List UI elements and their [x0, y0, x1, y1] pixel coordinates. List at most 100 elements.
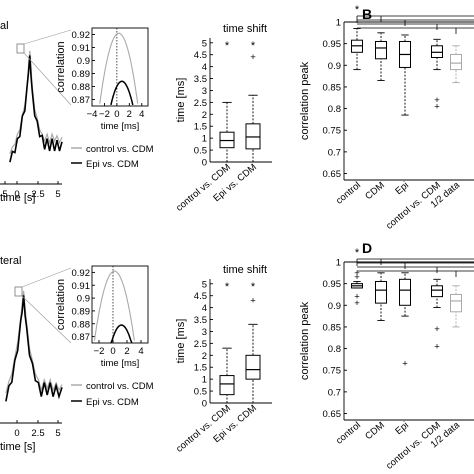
C-timeshift-yticklabel-4: 2: [202, 351, 207, 362]
C-inset-yticklabel-4: 0.88: [72, 319, 91, 330]
C-inset-xticklabel-3: 4: [138, 346, 143, 357]
C-timeshift-outlier-1-0: +: [250, 295, 256, 306]
A-timeshift-yticklabel-0: 0: [202, 158, 207, 169]
B-box-4: [450, 53, 462, 71]
A-inset-yticklabel-3: 0.89: [72, 69, 91, 80]
A-trace-xticklabel-0: 5: [2, 189, 7, 200]
D-yticklabel-3: 0.8: [328, 344, 341, 355]
C-timeshift-box-1: [245, 354, 261, 380]
C-trace-series-1: [5, 295, 63, 402]
A-inset-xlabel: time [ms]: [101, 121, 140, 132]
A-zoom-line-2: [23, 52, 72, 106]
B-outlier-3-1: +: [434, 101, 440, 112]
B-yticklabel-3: 0.8: [328, 104, 341, 115]
B-yticklabel-1: 0.7: [328, 147, 341, 158]
C-zoom-line-2: [21, 295, 72, 344]
C-timeshift-yticklabel-2: 1: [202, 375, 207, 386]
C-timeshift-yticklabel-0: 0: [202, 399, 207, 410]
legend-control-top: control vs. CDM: [86, 144, 154, 155]
A-inset-xticklabel-2: 0: [114, 109, 119, 120]
B-ylabel: correlation peak: [299, 61, 311, 140]
A-inset-yticklabel-4: 0.88: [72, 82, 91, 93]
C-inset-xticklabel-2: 2: [124, 346, 129, 357]
C-inset-yticklabel-2: 0.9: [77, 294, 90, 305]
A-trace-xticklabel-2: 2.5: [31, 189, 44, 200]
D-ylabel: correlation peak: [299, 301, 311, 380]
C-timeshift-star-0: *: [225, 281, 230, 293]
C-timeshift-yticklabel-3: 1.5: [194, 363, 207, 374]
C-zoom-line-1: [21, 267, 72, 288]
A-timeshift-ylabel: time [ms]: [175, 78, 187, 123]
C-inset-xticklabel-0: −2: [94, 346, 105, 357]
panel-label-d: D: [362, 240, 372, 256]
C-inset-ylabel: correlation: [55, 279, 67, 330]
A-timeshift-yticklabel-6: 3: [202, 86, 207, 97]
A-timeshift-yticklabel-8: 4: [202, 62, 207, 73]
D-xticklabel-0: control: [334, 420, 363, 447]
A-trace-xticklabel-1: 0: [14, 189, 19, 200]
A-timeshift-yticklabel-9: 4.5: [194, 50, 207, 61]
A-inset-frame: [91, 27, 149, 107]
B-yticklabel-7: 1: [336, 18, 341, 29]
C-inset-yticklabel-5: 0.87: [72, 332, 91, 343]
row-label-bottom: teral: [0, 255, 21, 267]
D-box-1: [375, 280, 387, 304]
D-xticklabel-1: CDM: [363, 420, 387, 442]
B-yticklabel-6: 0.95: [323, 39, 342, 50]
B-xticklabel-0: control: [334, 180, 363, 207]
legend-control-bottom: control vs. CDM: [86, 381, 154, 392]
D-yticklabel-4: 0.85: [323, 322, 342, 333]
D-box-3: [431, 285, 443, 298]
A-timeshift-yticklabel-10: 5: [202, 38, 207, 49]
C-inset-frame: [91, 265, 149, 344]
B-yticklabel-0: 0.65: [323, 169, 342, 180]
D-outlier-0-1: +: [354, 272, 360, 283]
D-yticklabel-0: 0.65: [323, 409, 342, 420]
A-inset-curve-0: [99, 32, 139, 104]
A-timeshift-yticklabel-2: 1: [202, 134, 207, 145]
A-zoom-line-1: [23, 29, 72, 45]
B-outlier-3-0: +: [434, 95, 440, 106]
C-timeshift-box-0: [219, 375, 235, 396]
panel-label-b: B: [362, 6, 372, 22]
C-zoom-box: [14, 286, 23, 297]
C-timeshift-star-1: *: [251, 281, 256, 293]
A-inset-xticklabel-3: 2: [127, 109, 132, 120]
D-yticklabel-6: 0.95: [323, 279, 342, 290]
C-inset-yticklabel-0: 0.92: [72, 268, 91, 279]
B-box-3: [431, 45, 443, 58]
A-inset-yticklabel-0: 0.92: [72, 30, 91, 41]
A-timeshift-yticklabel-5: 2.5: [194, 98, 207, 109]
legend-epi-bottom: Epi vs. CDM: [86, 397, 139, 408]
C-trace-xticklabel-0: 0: [14, 428, 19, 439]
B-yticklabel-4: 0.85: [323, 82, 342, 93]
A-timeshift-yticklabel-4: 2: [202, 110, 207, 121]
D-outlier-0-2: +: [354, 292, 360, 303]
B-xticklabel-1: CDM: [363, 180, 387, 202]
D-xticklabel-2: Epi: [393, 420, 411, 437]
D-outlier-0-0: +: [354, 268, 360, 279]
C-trace-xticklabel-1: 2.5: [31, 428, 44, 439]
C-timeshift-yticklabel-7: 3.5: [194, 315, 207, 326]
A-trace-series-1: [9, 55, 63, 163]
C-timeshift-yticklabel-1: 0.5: [194, 387, 207, 398]
D-outlier-2-0: +: [402, 359, 408, 370]
A-inset-xticklabel-4: 4: [139, 109, 144, 120]
D-outlier-3-1: +: [434, 341, 440, 352]
D-outlier-0-3: +: [354, 298, 360, 309]
C-inset-curve-1: [110, 324, 133, 344]
B-yticklabel-2: 0.75: [323, 126, 342, 137]
A-timeshift-star-1: *: [251, 40, 256, 52]
C-timeshift-title: time shift: [223, 264, 267, 276]
C-timeshift-yticklabel-6: 3: [202, 327, 207, 338]
B-yticklabel-5: 0.9: [328, 61, 341, 72]
C-inset-xticklabel-1: 0: [110, 346, 115, 357]
A-inset-yticklabel-1: 0.91: [72, 43, 91, 54]
A-inset-xticklabel-1: −2: [99, 109, 110, 120]
A-timeshift-title: time shift: [223, 23, 267, 35]
A-timeshift-outlier-1-0: +: [250, 52, 256, 63]
row-label-top: al: [0, 20, 9, 32]
C-inset-yticklabel-3: 0.89: [72, 306, 91, 317]
